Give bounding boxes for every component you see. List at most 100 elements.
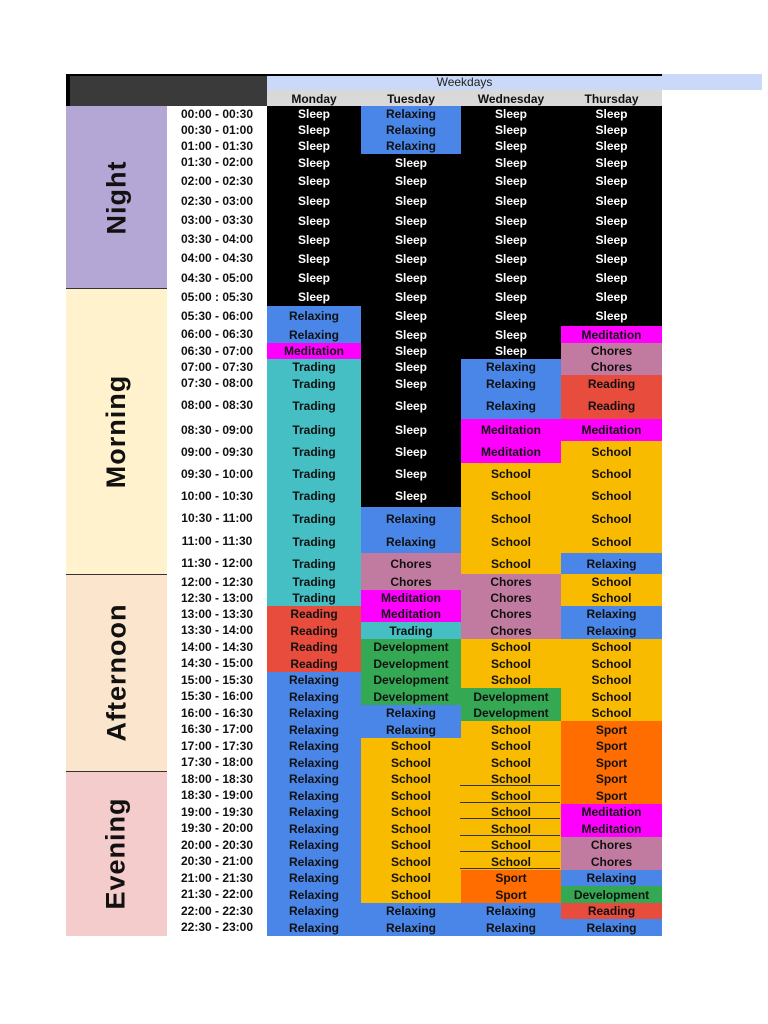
- schedule-cell-wednesday: Sleep: [461, 138, 561, 154]
- schedule-cell-monday: Sleep: [267, 106, 361, 122]
- schedule-cell-wednesday: Chores: [461, 622, 561, 639]
- schedule-cell-thursday: School: [561, 530, 662, 553]
- cell-underline: [460, 851, 560, 852]
- time-slot-label: 15:00 - 15:30: [180, 673, 254, 687]
- schedule-cell-monday: Meditation: [267, 343, 361, 359]
- schedule-cell-tuesday: Sleep: [361, 154, 461, 171]
- schedule-cell-monday: Trading: [267, 375, 361, 392]
- schedule-cell-tuesday: Relaxing: [361, 721, 461, 738]
- schedule-cell-thursday: Sleep: [561, 306, 662, 326]
- schedule-cell-tuesday: Sleep: [361, 211, 461, 230]
- schedule-cell-thursday: Sleep: [561, 191, 662, 211]
- time-slot-label: 17:30 - 18:00: [180, 755, 254, 769]
- schedule-cell-monday: Sleep: [267, 230, 361, 249]
- schedule-cell-wednesday: Sleep: [461, 249, 561, 268]
- time-slot-label: 10:00 - 10:30: [180, 489, 254, 503]
- schedule-cell-monday: Relaxing: [267, 804, 361, 820]
- schedule-cell-wednesday: Relaxing: [461, 359, 561, 375]
- schedule-cell-monday: Relaxing: [267, 326, 361, 343]
- schedule-cell-thursday: School: [561, 574, 662, 590]
- schedule-cell-tuesday: Sleep: [361, 171, 461, 191]
- schedule-cell-wednesday: School: [461, 853, 561, 870]
- schedule-cell-monday: Trading: [267, 485, 361, 507]
- schedule-cell-monday: Trading: [267, 392, 361, 419]
- schedule-cell-thursday: School: [561, 590, 662, 606]
- schedule-cell-tuesday: School: [361, 754, 461, 771]
- time-slot-label: 07:00 - 07:30: [180, 360, 254, 374]
- period-divider: [66, 574, 167, 575]
- time-slot-label: 04:00 - 04:30: [180, 251, 254, 265]
- schedule-cell-monday: Sleep: [267, 122, 361, 138]
- schedule-cell-tuesday: Sleep: [361, 191, 461, 211]
- time-slot-label: 04:30 - 05:00: [180, 271, 254, 285]
- schedule-cell-tuesday: School: [361, 771, 461, 787]
- time-slot-label: 08:00 - 08:30: [180, 398, 254, 412]
- time-slot-label: 00:30 - 01:00: [180, 123, 254, 137]
- period-label: Evening: [101, 797, 131, 910]
- schedule-cell-thursday: School: [561, 688, 662, 705]
- time-slot-label: 11:00 - 11:30: [181, 534, 253, 548]
- time-slot-label: 13:30 - 14:00: [180, 623, 254, 637]
- header-top-border: [66, 74, 662, 76]
- schedule-cell-thursday: Sleep: [561, 138, 662, 154]
- schedule-cell-wednesday: School: [461, 530, 561, 553]
- schedule-cell-tuesday: School: [361, 738, 461, 754]
- schedule-cell-wednesday: Chores: [461, 606, 561, 622]
- schedule-cell-wednesday: Sleep: [461, 268, 561, 288]
- schedule-cell-thursday: Chores: [561, 359, 662, 375]
- schedule-cell-thursday: School: [561, 507, 662, 530]
- time-slot-label: 14:00 - 14:30: [180, 640, 254, 654]
- time-slot-label: 18:30 - 19:00: [180, 788, 254, 802]
- schedule-cell-wednesday: Relaxing: [461, 903, 561, 919]
- schedule-cell-tuesday: Relaxing: [361, 919, 461, 936]
- schedule-cell-tuesday: Chores: [361, 553, 461, 574]
- period-label: Night: [100, 160, 131, 234]
- schedule-cell-thursday: Sleep: [561, 288, 662, 306]
- schedule-cell-thursday: School: [561, 463, 662, 485]
- period-label: Afternoon: [101, 603, 132, 742]
- schedule-cell-wednesday: Chores: [461, 590, 561, 606]
- schedule-cell-tuesday: Relaxing: [361, 507, 461, 530]
- schedule-cell-tuesday: Sleep: [361, 288, 461, 306]
- day-header-tuesday: Tuesday: [361, 90, 461, 106]
- time-slot-label: 20:30 - 21:00: [180, 854, 254, 868]
- schedule-cell-thursday: Sleep: [561, 268, 662, 288]
- schedule-cell-monday: Sleep: [267, 138, 361, 154]
- cell-underline: [460, 818, 560, 819]
- schedule-cell-wednesday: Sleep: [461, 106, 561, 122]
- schedule-cell-thursday: Sport: [561, 771, 662, 787]
- schedule-cell-monday: Reading: [267, 606, 361, 622]
- schedule-cell-thursday: Sport: [561, 754, 662, 771]
- schedule-cell-tuesday: School: [361, 837, 461, 853]
- header-corner: [66, 74, 267, 106]
- period-night: Night: [66, 106, 167, 288]
- schedule-cell-thursday: Sport: [561, 738, 662, 754]
- schedule-cell-tuesday: Sleep: [361, 343, 461, 359]
- schedule-cell-thursday: Chores: [561, 853, 662, 870]
- schedule-cell-wednesday: Sleep: [461, 171, 561, 191]
- schedule-cell-wednesday: Development: [461, 705, 561, 721]
- time-slot-label: 06:00 - 06:30: [180, 327, 254, 341]
- schedule-cell-monday: Reading: [267, 622, 361, 639]
- schedule-cell-monday: Sleep: [267, 154, 361, 171]
- schedule-cell-monday: Sleep: [267, 288, 361, 306]
- time-slot-label: 16:00 - 16:30: [180, 706, 254, 720]
- schedule-cell-thursday: Sleep: [561, 211, 662, 230]
- schedule-cell-tuesday: Sleep: [361, 359, 461, 375]
- schedule-cell-wednesday: Sleep: [461, 122, 561, 138]
- schedule-cell-wednesday: School: [461, 837, 561, 853]
- schedule-cell-thursday: Sleep: [561, 106, 662, 122]
- time-slot-label: 19:30 - 20:00: [180, 821, 254, 835]
- schedule-cell-monday: Trading: [267, 590, 361, 606]
- schedule-cell-thursday: Chores: [561, 837, 662, 853]
- header-corner-edge: [66, 74, 70, 106]
- schedule-cell-tuesday: Sleep: [361, 249, 461, 268]
- cell-underline: [460, 802, 560, 803]
- schedule-cell-thursday: School: [561, 639, 662, 655]
- time-slot-label: 10:30 - 11:00: [181, 511, 253, 525]
- schedule-cell-tuesday: Relaxing: [361, 138, 461, 154]
- schedule-cell-wednesday: Sleep: [461, 154, 561, 171]
- schedule-cell-wednesday: Sleep: [461, 306, 561, 326]
- schedule-cell-wednesday: Relaxing: [461, 919, 561, 936]
- schedule-cell-tuesday: Development: [361, 639, 461, 655]
